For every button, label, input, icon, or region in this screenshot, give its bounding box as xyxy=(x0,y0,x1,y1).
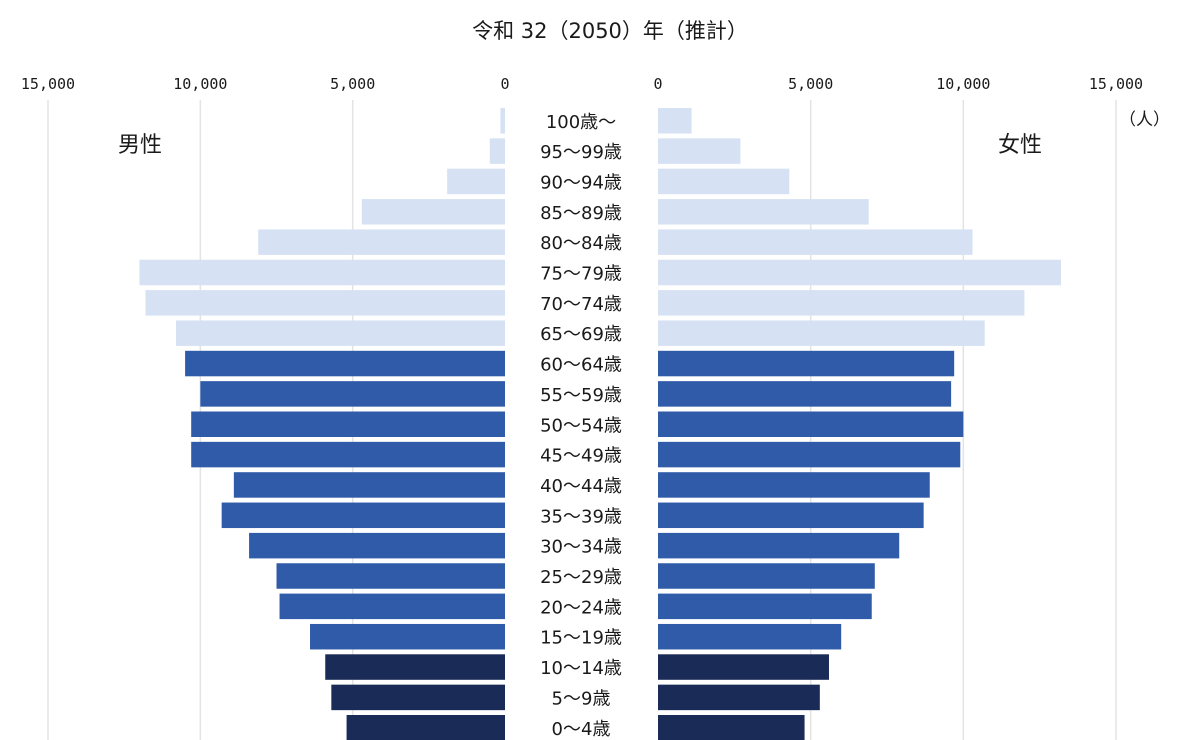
bar-male xyxy=(145,290,505,316)
bar-female xyxy=(658,290,1025,316)
tick-label-left: 15,000 xyxy=(21,75,75,93)
bar-male xyxy=(325,654,505,680)
age-category-label: 55～59歳 xyxy=(540,385,622,406)
labels: 令和 32（2050）年（推計） 男性 女性 （人） xyxy=(118,19,1170,158)
tick-label-left: 0 xyxy=(500,75,509,93)
bar-male xyxy=(489,138,505,164)
age-category-label: 0～4歳 xyxy=(552,719,611,740)
tick-label-right: 5,000 xyxy=(788,75,833,93)
bar-female xyxy=(658,108,692,134)
age-category-label: 20～24歳 xyxy=(540,597,622,618)
bar-female xyxy=(658,532,900,559)
bar-male xyxy=(331,684,505,711)
bar-male xyxy=(258,229,505,255)
bar-female xyxy=(658,441,961,468)
bar-male xyxy=(139,259,505,286)
bar-male xyxy=(249,532,505,559)
bar-male xyxy=(447,168,505,195)
bar-female xyxy=(658,168,790,195)
age-category-label: 25～29歳 xyxy=(540,567,622,588)
bars xyxy=(139,108,1062,740)
tick-label-right: 15,000 xyxy=(1089,75,1143,93)
age-category-label: 5～9歳 xyxy=(552,688,611,709)
bar-female xyxy=(658,502,924,529)
bar-male xyxy=(191,411,505,437)
age-category-label: 15～19歳 xyxy=(540,628,622,649)
age-category-label: 85～89歳 xyxy=(540,203,622,224)
bar-female xyxy=(658,623,842,650)
age-category-label: 65～69歳 xyxy=(540,324,622,345)
bar-female xyxy=(658,563,875,589)
axis-ticks: 15,000 15,000 10,000 10,000 5,000 5,000 0 0 xyxy=(21,75,1143,93)
chart-title: 令和 32（2050）年（推計） xyxy=(472,19,748,43)
bar-female xyxy=(658,199,869,225)
age-category-label: 100歳～ xyxy=(546,112,616,133)
tick-label-left: 10,000 xyxy=(173,75,227,93)
male-label: 男性 xyxy=(118,133,162,158)
bar-female xyxy=(658,472,930,498)
age-category-label: 95～99歳 xyxy=(540,142,622,163)
age-category-label: 50～54歳 xyxy=(540,415,622,436)
bar-male xyxy=(200,381,506,407)
tick-label-right: 0 xyxy=(653,75,662,93)
bar-male xyxy=(185,350,505,377)
age-category-label: 90～94歳 xyxy=(540,172,622,193)
bar-male xyxy=(233,472,505,498)
tick-label-right: 10,000 xyxy=(936,75,990,93)
female-label: 女性 xyxy=(998,133,1042,158)
bar-male xyxy=(310,623,505,650)
bar-female xyxy=(658,350,955,377)
age-category-label: 40～44歳 xyxy=(540,476,622,497)
unit-label: （人） xyxy=(1119,110,1170,130)
age-category-label: 45～49歳 xyxy=(540,446,622,467)
bar-female xyxy=(658,138,741,164)
bar-male xyxy=(276,563,505,589)
age-category-label: 60～64歳 xyxy=(540,355,622,376)
bar-female xyxy=(658,259,1062,286)
age-category-label: 35～39歳 xyxy=(540,506,622,527)
bar-female xyxy=(658,381,952,407)
age-category-label: 75～79歳 xyxy=(540,264,622,285)
bar-male xyxy=(361,199,505,225)
bar-female xyxy=(658,411,964,437)
bar-female xyxy=(658,320,985,346)
age-category-label: 10～14歳 xyxy=(540,658,622,679)
bar-female xyxy=(658,684,820,711)
age-category-labels: 100歳～ 95～99歳 90～94歳 85～89歳 80～84歳 75～79歳 70～74… xyxy=(540,112,622,740)
tick-label-left: 5,000 xyxy=(330,75,375,93)
bar-female xyxy=(658,715,805,740)
age-category-label: 80～84歳 xyxy=(540,233,622,254)
bar-female xyxy=(658,593,872,620)
bar-female xyxy=(658,654,829,680)
bar-male xyxy=(346,715,505,740)
bar-male xyxy=(191,441,505,468)
bar-male xyxy=(221,502,505,529)
bar-female xyxy=(658,229,973,255)
bar-male xyxy=(175,320,505,346)
age-category-label: 30～34歳 xyxy=(540,537,622,558)
bar-male xyxy=(500,108,505,134)
bar-male xyxy=(279,593,505,620)
age-category-label: 70～74歳 xyxy=(540,294,622,315)
